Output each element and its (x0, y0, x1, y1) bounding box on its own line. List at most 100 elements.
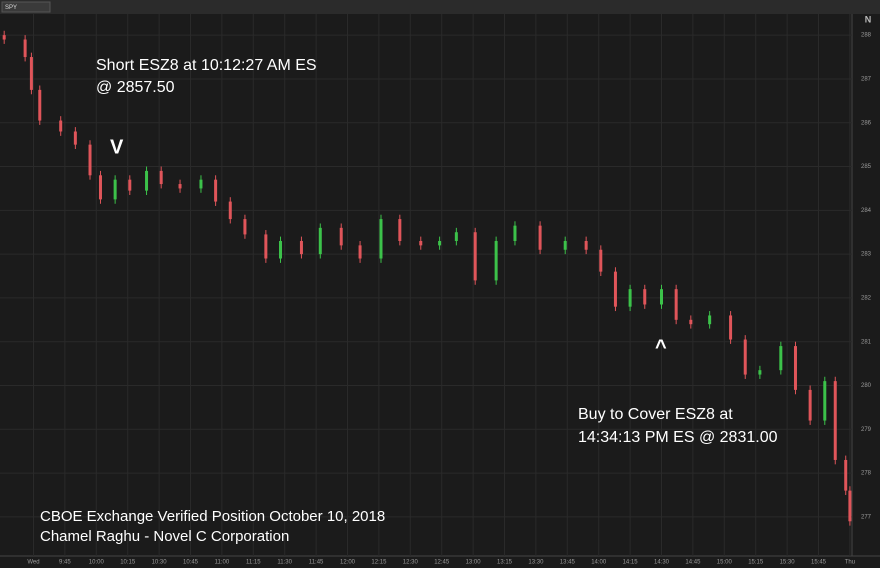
x-tick-label: Wed (27, 560, 39, 566)
x-tick-label: 11:45 (309, 560, 324, 566)
x-tick-label: 15:15 (748, 560, 764, 566)
candle-body (358, 245, 362, 259)
x-tick-label: 14:00 (591, 560, 607, 566)
candle-body (2, 35, 6, 40)
candle-body (660, 289, 664, 305)
candle-body (339, 227, 343, 246)
candle-body (833, 381, 837, 460)
candle-body (214, 179, 218, 202)
y-tick-label: 277 (861, 514, 872, 520)
candle-body (823, 381, 827, 421)
candle-body (159, 170, 163, 185)
candle-body (758, 370, 762, 375)
x-tick-label: 12:00 (340, 560, 356, 566)
x-tick-label: 15:30 (780, 560, 796, 566)
x-tick-label: 13:15 (497, 560, 513, 566)
candle-body (793, 346, 797, 390)
x-tick-label: 15:45 (811, 560, 827, 566)
y-tick-label: 285 (861, 164, 872, 170)
candle-body (779, 346, 783, 371)
candle-body (473, 232, 477, 281)
y-tick-label: 283 (861, 252, 872, 258)
corner-label: N (865, 14, 872, 24)
symbol: SPY (5, 5, 17, 11)
x-tick-label: 11:15 (246, 560, 261, 566)
y-tick-label: 288 (861, 33, 872, 39)
candle-body (145, 170, 149, 191)
candle-body (674, 289, 678, 320)
x-tick-label: 14:30 (654, 560, 670, 566)
candle-body (113, 179, 117, 200)
candle-body (599, 249, 603, 272)
candle-body (279, 240, 283, 259)
candle-body (128, 179, 132, 191)
x-tick-label: 13:00 (466, 560, 482, 566)
entry-annotation: Short ESZ8 at 10:12:27 AM ES (96, 57, 317, 74)
footer-note: Chamel Raghu - Novel C Corporation (40, 528, 289, 545)
candle-body (643, 289, 647, 305)
entry-marker: V (110, 136, 124, 158)
y-tick-label: 281 (861, 339, 872, 345)
y-tick-label: 278 (861, 471, 872, 477)
candle-body (23, 39, 27, 58)
y-tick-label: 279 (861, 427, 872, 433)
x-tick-label: 10:30 (152, 560, 168, 566)
candle-body (98, 175, 102, 200)
x-tick-label: 12:45 (434, 560, 450, 566)
candle-body (628, 289, 632, 307)
x-tick-label: 13:30 (528, 560, 544, 566)
candle-body (708, 315, 712, 325)
candle-body (689, 319, 693, 325)
candle-body (59, 120, 63, 132)
x-tick-label: 10:15 (120, 560, 136, 566)
candle-body (844, 459, 848, 491)
candle-body (264, 234, 268, 259)
candle-body (243, 219, 247, 235)
footer-note: CBOE Exchange Verified Position October … (40, 508, 385, 525)
entry-annotation: @ 2857.50 (96, 79, 175, 96)
candle-body (73, 131, 77, 145)
y-tick-label: 287 (861, 77, 872, 83)
symbol-box[interactable] (1, 1, 51, 13)
x-tick-label: 14:15 (623, 560, 639, 566)
x-tick-label: 14:45 (685, 560, 701, 566)
candle-body (199, 179, 203, 189)
candle-body (88, 144, 92, 176)
exit-annotation: 14:34:13 PM ES @ 2831.00 (578, 429, 778, 446)
candle-body (538, 225, 542, 250)
candle-body (438, 240, 442, 246)
exit-annotation: Buy to Cover ESZ8 at (578, 406, 733, 423)
candle-body (318, 227, 322, 255)
candle-body (613, 271, 617, 307)
x-tick-label: 12:30 (403, 560, 419, 566)
y-tick-label: 286 (861, 120, 872, 126)
candle-body (38, 89, 42, 121)
candle-body (848, 490, 852, 522)
x-tick-label: 10:45 (183, 560, 199, 566)
candle-body (729, 315, 733, 340)
candle-body (178, 184, 182, 189)
x-tick-label: 15:00 (717, 560, 733, 566)
candle-body (299, 240, 303, 255)
toolbar (0, 0, 880, 14)
y-tick-label: 280 (861, 383, 872, 389)
candle-body (808, 389, 812, 421)
candle-body (398, 219, 402, 241)
y-tick-label: 284 (861, 208, 872, 214)
candle-body (454, 232, 458, 241)
candle-body (494, 240, 498, 281)
x-tick-label: 13:45 (560, 560, 576, 566)
candle-body (513, 225, 517, 241)
candle-body (228, 201, 232, 220)
x-tick-label: Thu (845, 560, 855, 566)
candle-body (379, 219, 383, 259)
candle-body (29, 57, 33, 90)
candle-body (584, 240, 588, 250)
x-tick-label: 11:30 (277, 560, 292, 566)
x-tick-label: 11:00 (215, 560, 230, 566)
candle-body (563, 240, 567, 250)
x-tick-label: 12:15 (371, 560, 387, 566)
x-tick-label: 9:45 (59, 560, 71, 566)
candle-body (743, 339, 747, 375)
